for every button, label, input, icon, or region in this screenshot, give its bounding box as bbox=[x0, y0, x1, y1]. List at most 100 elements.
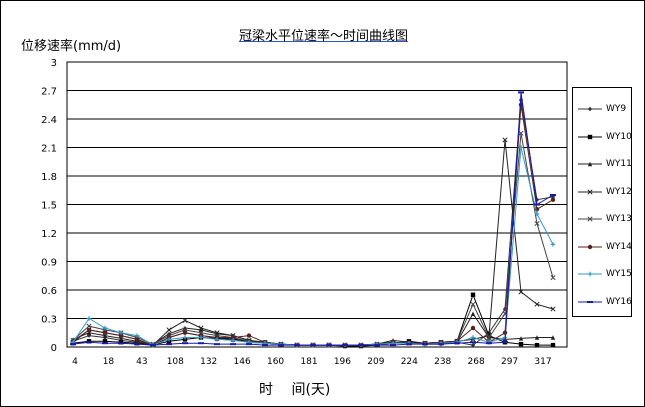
legend-swatch bbox=[578, 216, 602, 222]
y-tick-label: 0.3 bbox=[41, 315, 57, 326]
data-point bbox=[518, 336, 524, 341]
legend-label: WY13 bbox=[606, 214, 632, 224]
x-tick-label: 297 bbox=[501, 357, 518, 367]
data-point bbox=[102, 330, 108, 335]
legend-swatch bbox=[578, 300, 602, 303]
data-point bbox=[230, 338, 236, 343]
data-point bbox=[86, 341, 92, 344]
y-axis-label: 位移速率(mm/d) bbox=[21, 39, 122, 54]
data-point bbox=[486, 342, 492, 345]
legend-swatch bbox=[578, 244, 602, 249]
data-point bbox=[102, 333, 108, 338]
data-point bbox=[342, 344, 348, 347]
legend-marker bbox=[587, 300, 593, 303]
data-point bbox=[118, 333, 124, 338]
legend-swatch bbox=[578, 271, 602, 277]
legend-item-wy9: WY9 bbox=[573, 100, 633, 120]
chart-title: 冠梁水平位速率～时间曲线图 bbox=[238, 29, 408, 44]
legend-swatch bbox=[578, 161, 602, 167]
data-point bbox=[550, 342, 556, 348]
data-point bbox=[262, 344, 268, 347]
data-point bbox=[534, 335, 540, 340]
legend: WY9 WY10 WY11 WY12 WY13 WY14 WY15 WY16 bbox=[572, 87, 632, 317]
data-point bbox=[374, 344, 380, 347]
data-point bbox=[470, 292, 476, 297]
legend-marker bbox=[587, 188, 593, 195]
legend-item-wy15: WY15 bbox=[573, 265, 633, 285]
legend-label: WY12 bbox=[606, 186, 632, 197]
series-wy16 bbox=[70, 91, 556, 347]
data-point bbox=[358, 344, 364, 347]
data-point bbox=[198, 342, 204, 345]
data-point bbox=[470, 341, 476, 344]
data-point bbox=[534, 203, 540, 206]
data-point bbox=[470, 311, 476, 316]
data-point bbox=[198, 325, 204, 331]
data-point bbox=[166, 343, 172, 346]
y-tick-label: 0 bbox=[51, 343, 57, 354]
data-point bbox=[294, 344, 300, 347]
data-point bbox=[518, 145, 524, 150]
x-tick-label: 43 bbox=[136, 357, 147, 367]
x-tick-label: 268 bbox=[468, 357, 485, 367]
data-point bbox=[182, 335, 188, 340]
data-point bbox=[150, 344, 156, 347]
data-point bbox=[166, 327, 172, 333]
x-tick-label: 108 bbox=[167, 357, 184, 367]
legend-label: WY11 bbox=[606, 159, 632, 169]
legend-swatch bbox=[578, 106, 602, 112]
legend-item-wy12: WY12 bbox=[573, 183, 633, 203]
x-tick-label: 146 bbox=[234, 357, 251, 367]
legend-marker bbox=[587, 244, 593, 249]
y-tick-label: 0.6 bbox=[41, 286, 57, 297]
data-point bbox=[534, 220, 540, 227]
x-tick-label: 181 bbox=[300, 357, 317, 367]
data-point bbox=[390, 344, 396, 347]
data-point bbox=[534, 301, 540, 307]
legend-marker bbox=[587, 216, 593, 222]
data-point bbox=[470, 301, 476, 307]
data-point bbox=[470, 342, 476, 348]
legend-swatch bbox=[578, 134, 602, 139]
data-point bbox=[134, 337, 140, 342]
x-tick-label: 196 bbox=[334, 357, 351, 367]
data-point bbox=[198, 335, 204, 340]
x-tick-label: 132 bbox=[200, 357, 217, 367]
legend-marker bbox=[587, 106, 593, 112]
data-point bbox=[166, 337, 172, 342]
data-point bbox=[182, 330, 188, 335]
data-point bbox=[102, 342, 108, 345]
legend-item-wy11: WY11 bbox=[573, 155, 633, 175]
data-point bbox=[470, 335, 476, 340]
data-point bbox=[518, 289, 524, 295]
data-point bbox=[518, 341, 524, 347]
data-point bbox=[246, 333, 252, 338]
data-point bbox=[86, 330, 92, 335]
y-tick-label: 2.1 bbox=[41, 144, 57, 155]
data-point bbox=[86, 323, 92, 329]
legend-label: WY10 bbox=[606, 131, 632, 142]
data-point bbox=[470, 325, 476, 331]
data-point bbox=[230, 343, 236, 346]
data-point bbox=[422, 343, 428, 346]
x-tick-label: 18 bbox=[103, 357, 115, 367]
data-point bbox=[102, 325, 108, 331]
data-point bbox=[550, 306, 556, 312]
data-point bbox=[326, 344, 332, 347]
x-tick-label: 4 bbox=[72, 357, 78, 367]
data-point bbox=[550, 197, 556, 202]
y-tick-label: 2.7 bbox=[41, 87, 57, 98]
y-tick-label: 1.8 bbox=[41, 172, 57, 183]
x-tick-label: 224 bbox=[401, 357, 418, 367]
data-point bbox=[310, 344, 316, 347]
legend-item-wy10: WY10 bbox=[573, 128, 633, 148]
legend-marker bbox=[587, 271, 593, 277]
data-point bbox=[518, 91, 524, 94]
y-tick-label: 1.2 bbox=[41, 229, 57, 240]
y-tick-label: 3 bbox=[51, 58, 57, 69]
data-point bbox=[454, 342, 460, 345]
data-point bbox=[550, 242, 556, 247]
data-point bbox=[118, 336, 124, 341]
data-point bbox=[534, 342, 540, 348]
